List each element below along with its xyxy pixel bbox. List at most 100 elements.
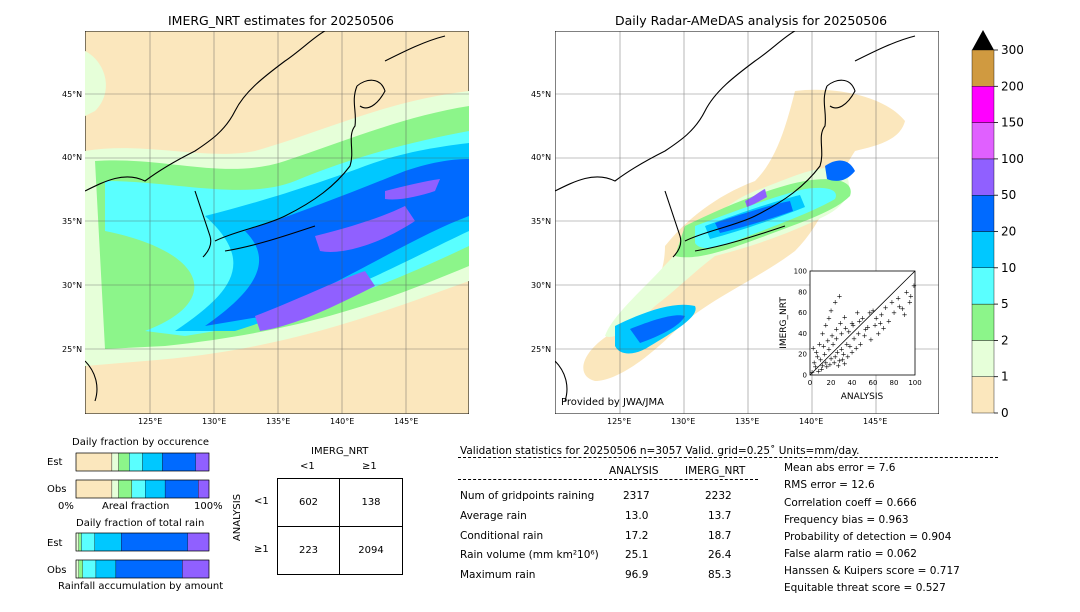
scatter-point: + [868,336,874,344]
scatter-point: + [814,353,820,361]
contingency-cell-d: 2094 [358,545,384,556]
scatter-ytick: 60 [798,309,807,317]
scatter-point: + [826,314,832,322]
stat-analysis-0: 2317 [623,490,650,502]
scatter-point: + [842,360,848,368]
scatter-point: + [812,363,818,371]
stat-imerg-3: 26.4 [708,549,732,561]
scatter-point: + [834,349,840,357]
left-lat-40: 40°N [62,153,83,162]
scatter-point: + [819,365,825,373]
occurrence-axis-left: 0% [58,501,74,512]
scatter-point: + [813,349,819,357]
scatter-point: + [829,332,835,340]
contingency-col-lt: <1 [300,461,315,472]
left-lon-135: 135°E [266,417,291,426]
occurrence-axis-mid: Areal fraction [102,501,170,512]
scatter-point: + [828,307,834,315]
stat-label-4: Maximum rain [460,569,536,581]
stat-label-3: Rain volume (mm km²10⁶) [460,549,599,561]
scatter-point: + [826,346,832,354]
fraction-segment [118,479,133,499]
stat-imerg-4: 85.3 [708,569,732,581]
left-map-grid [85,31,469,414]
scatter-point: + [820,330,826,338]
scatter-point: + [863,326,869,334]
amount-footer: Rainfall accumulation by amount [58,581,224,592]
stat-analysis-1: 13.0 [625,510,649,522]
colorbar-segment [971,303,995,341]
colorbar-tick-label: 50 [1001,188,1016,202]
validation-subdivider [458,479,758,480]
scatter-point: + [835,362,841,370]
score-1: RMS error = 12.6 [784,479,875,491]
stat-label-0: Num of gridpoints raining [460,490,595,502]
colorbar-tick-label: 100 [1001,152,1024,166]
scatter-point: + [872,322,878,330]
stat-imerg-0: 2232 [705,490,732,502]
scatter-point: + [823,322,829,330]
left-map-coastline [85,31,446,402]
colorbar-segment [971,194,995,232]
fraction-segment [182,559,210,579]
colorbar: 0 1 2 5 10 20 50 100 150 200 300 [971,30,1024,420]
scatter-point: + [836,357,842,365]
colorbar-tick-label: 300 [1001,43,1024,57]
scatter-point: + [877,320,883,328]
validation-header: Validation statistics for 20250506 n=305… [460,445,860,457]
scatter-point: + [889,299,895,307]
scatter-point: + [855,330,861,338]
fraction-segment [81,532,95,552]
occurrence-obs-label: Obs [47,484,67,495]
scatter-point: + [845,353,851,361]
left-map-title: IMERG_NRT estimates for 20250506 [168,13,395,28]
scatter-point: + [854,309,860,317]
scatter-point: + [823,359,829,367]
scatter-point: + [832,353,838,361]
colorbar-tick-label: 10 [1001,261,1016,275]
scatter-point: + [833,335,839,343]
one-to-one-line [809,270,916,376]
scatter-plot: ++++++++++++++++++++++++++++++++++++++++… [779,268,922,403]
scatter-point: + [824,363,830,371]
fraction-bar-outline [75,452,210,472]
right-precip-map [555,31,939,414]
scatter-point: + [838,320,844,328]
contingency-cell-a: 602 [298,497,319,508]
scatter-point: + [860,314,866,322]
left-lat-25: 25°N [62,345,83,354]
scatter-point: + [911,282,917,290]
contingency-grid: 602 138 223 2094 [277,478,403,575]
scatter-point: + [856,317,862,325]
amount-bars [75,532,210,579]
scatter-point: + [853,344,859,352]
right-lat-30: 30°N [531,281,552,290]
scatter-point: + [841,351,847,359]
scatter-point: + [817,340,823,348]
fraction-segment [78,532,82,552]
scatter-xtick: 80 [890,379,899,387]
scatter-point: + [850,322,856,330]
stat-analysis-3: 25.1 [625,549,649,561]
left-lon-125: 125°E [138,417,163,426]
scatter-point: + [870,307,876,315]
contingency-cell-c: 223 [298,545,319,556]
fraction-segment [82,559,97,579]
scatter-ytick: 40 [798,330,807,338]
scatter-point: + [815,367,821,375]
score-2: Correlation coeff = 0.666 [784,497,917,509]
score-3: Frequency bias = 0.963 [784,514,909,526]
fraction-segment [78,559,83,579]
score-6: Hanssen & Kuipers score = 0.717 [784,565,960,577]
fraction-segment [111,479,119,499]
colorbar-segment [971,49,995,87]
stat-label-1: Average rain [460,510,527,522]
scatter-point: + [865,324,871,332]
scatter-point: + [896,303,902,311]
scatter-point: + [907,299,913,307]
scatter-point: + [825,337,831,345]
left-lat-30: 30°N [62,281,83,290]
scatter-point: + [902,311,908,319]
fraction-segment [162,452,196,472]
stat-label-2: Conditional rain [460,530,544,542]
